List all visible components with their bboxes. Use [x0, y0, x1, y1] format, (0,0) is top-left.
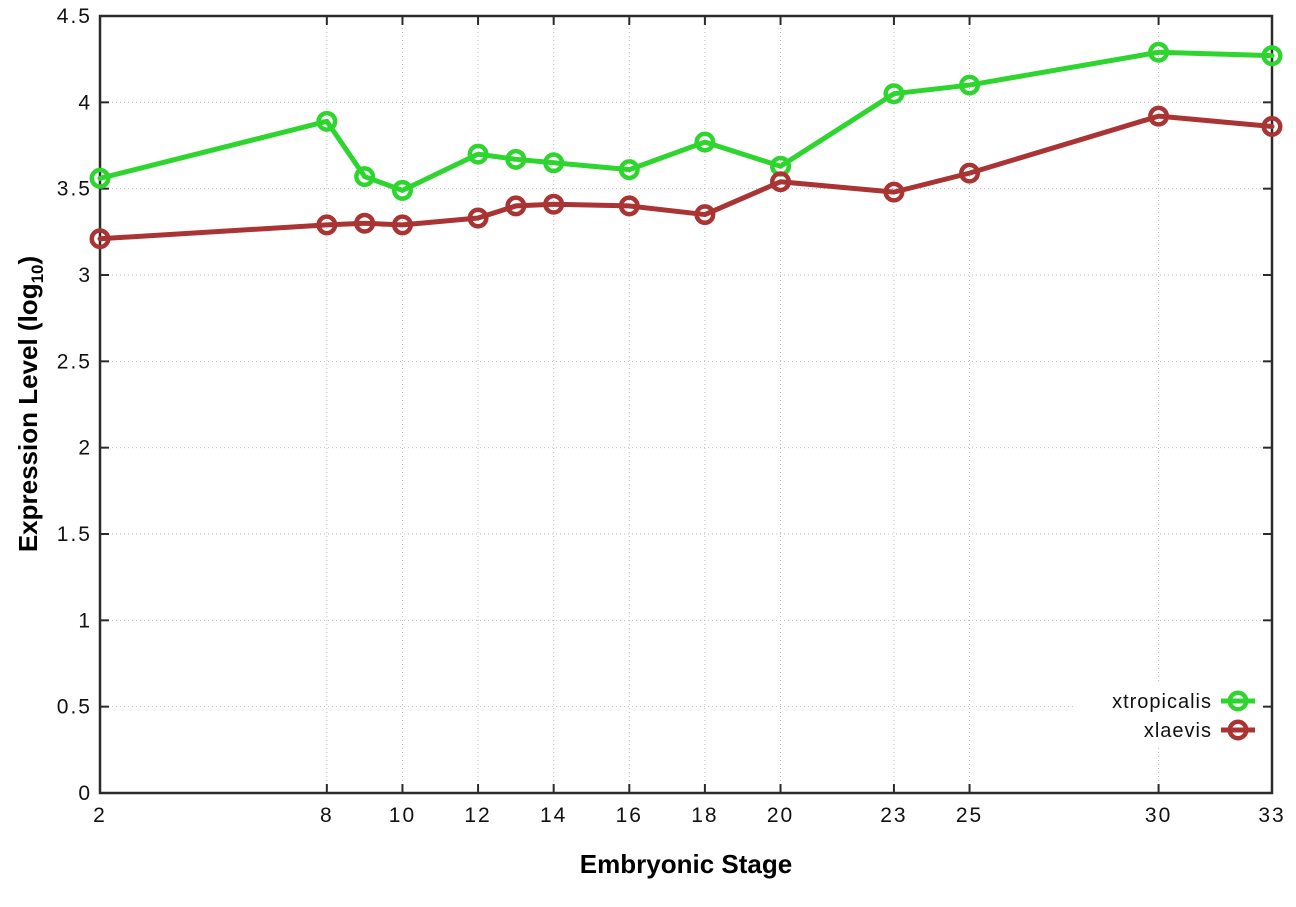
x-tick-label: 12 [464, 804, 491, 827]
series-line-xtropicalis [97, 49, 1275, 193]
data-point-marker-xtropicalis [694, 131, 716, 153]
data-point-marker-xtropicalis [505, 148, 527, 170]
data-point-marker-xtropicalis [543, 152, 565, 174]
x-tick-label: 2 [93, 804, 107, 827]
data-point-marker-xlaevis [1148, 105, 1170, 127]
data-point-marker-xtropicalis [354, 166, 376, 188]
data-point-marker-xtropicalis [89, 167, 111, 189]
y-tick-label: 3.5 [57, 178, 92, 201]
data-point-marker-xlaevis [543, 193, 565, 215]
data-point-marker-xlaevis [959, 162, 981, 184]
x-tick-label: 14 [540, 804, 567, 827]
x-tick-label: 10 [389, 804, 416, 827]
y-tick-label: 1 [78, 609, 92, 632]
data-point-marker-xtropicalis [883, 83, 905, 105]
data-point-marker-xlaevis [883, 181, 905, 203]
y-tick-label: 1.5 [57, 523, 92, 546]
y-tick-label: 4 [78, 91, 92, 114]
data-point-marker-xtropicalis [1148, 41, 1170, 63]
data-point-marker-xtropicalis [467, 143, 489, 165]
data-point-marker-xlaevis [770, 171, 792, 193]
data-point-marker-xlaevis [467, 207, 489, 229]
x-tick-label: 33 [1258, 804, 1285, 827]
y-axis-title-subscript: 10 [28, 264, 48, 284]
x-tick-label: 16 [616, 804, 643, 827]
x-tick-label: 8 [320, 804, 334, 827]
legend-label-xlaevis: xlaevis [1144, 720, 1212, 742]
data-point-marker-xlaevis [391, 214, 413, 236]
data-point-marker-xtropicalis [391, 179, 413, 201]
legend-sample-marker-xtropicalis [1227, 690, 1249, 712]
data-point-marker-xtropicalis [618, 159, 640, 181]
x-tick-label: 18 [691, 804, 718, 827]
data-point-marker-xlaevis [505, 195, 527, 217]
plot-border [98, 14, 1274, 795]
data-point-marker-xlaevis [354, 212, 376, 234]
x-tick-label: 30 [1145, 804, 1172, 827]
y-tick-label: 0 [78, 782, 92, 805]
legend-label-xtropicalis: xtropicalis [1112, 691, 1212, 713]
y-tick-label: 0.5 [57, 696, 92, 719]
data-point-marker-xlaevis [316, 214, 338, 236]
x-tick-label: 25 [956, 804, 983, 827]
y-axis-title: Expression Level (log10) [13, 256, 48, 552]
data-point-marker-xlaevis [89, 228, 111, 250]
x-tick-label: 20 [767, 804, 794, 827]
data-point-marker-xlaevis [694, 204, 716, 226]
data-point-marker-xtropicalis [316, 110, 338, 132]
y-tick-label: 2.5 [57, 350, 92, 373]
y-axis-title-text: Expression Level (log [13, 283, 43, 553]
y-tick-label: 4.5 [57, 5, 92, 28]
data-point-marker-xlaevis [618, 195, 640, 217]
data-point-marker-xtropicalis [959, 74, 981, 96]
y-tick-label: 3 [78, 264, 92, 287]
legend-sample-marker-xlaevis [1227, 719, 1249, 741]
x-tick-label: 23 [880, 804, 907, 827]
data-point-marker-xtropicalis [1261, 45, 1283, 67]
y-axis-title-suffix: ) [13, 255, 43, 265]
data-point-marker-xlaevis [1261, 116, 1283, 138]
y-tick-label: 2 [78, 437, 92, 460]
x-axis-title: Embryonic Stage [579, 849, 793, 879]
